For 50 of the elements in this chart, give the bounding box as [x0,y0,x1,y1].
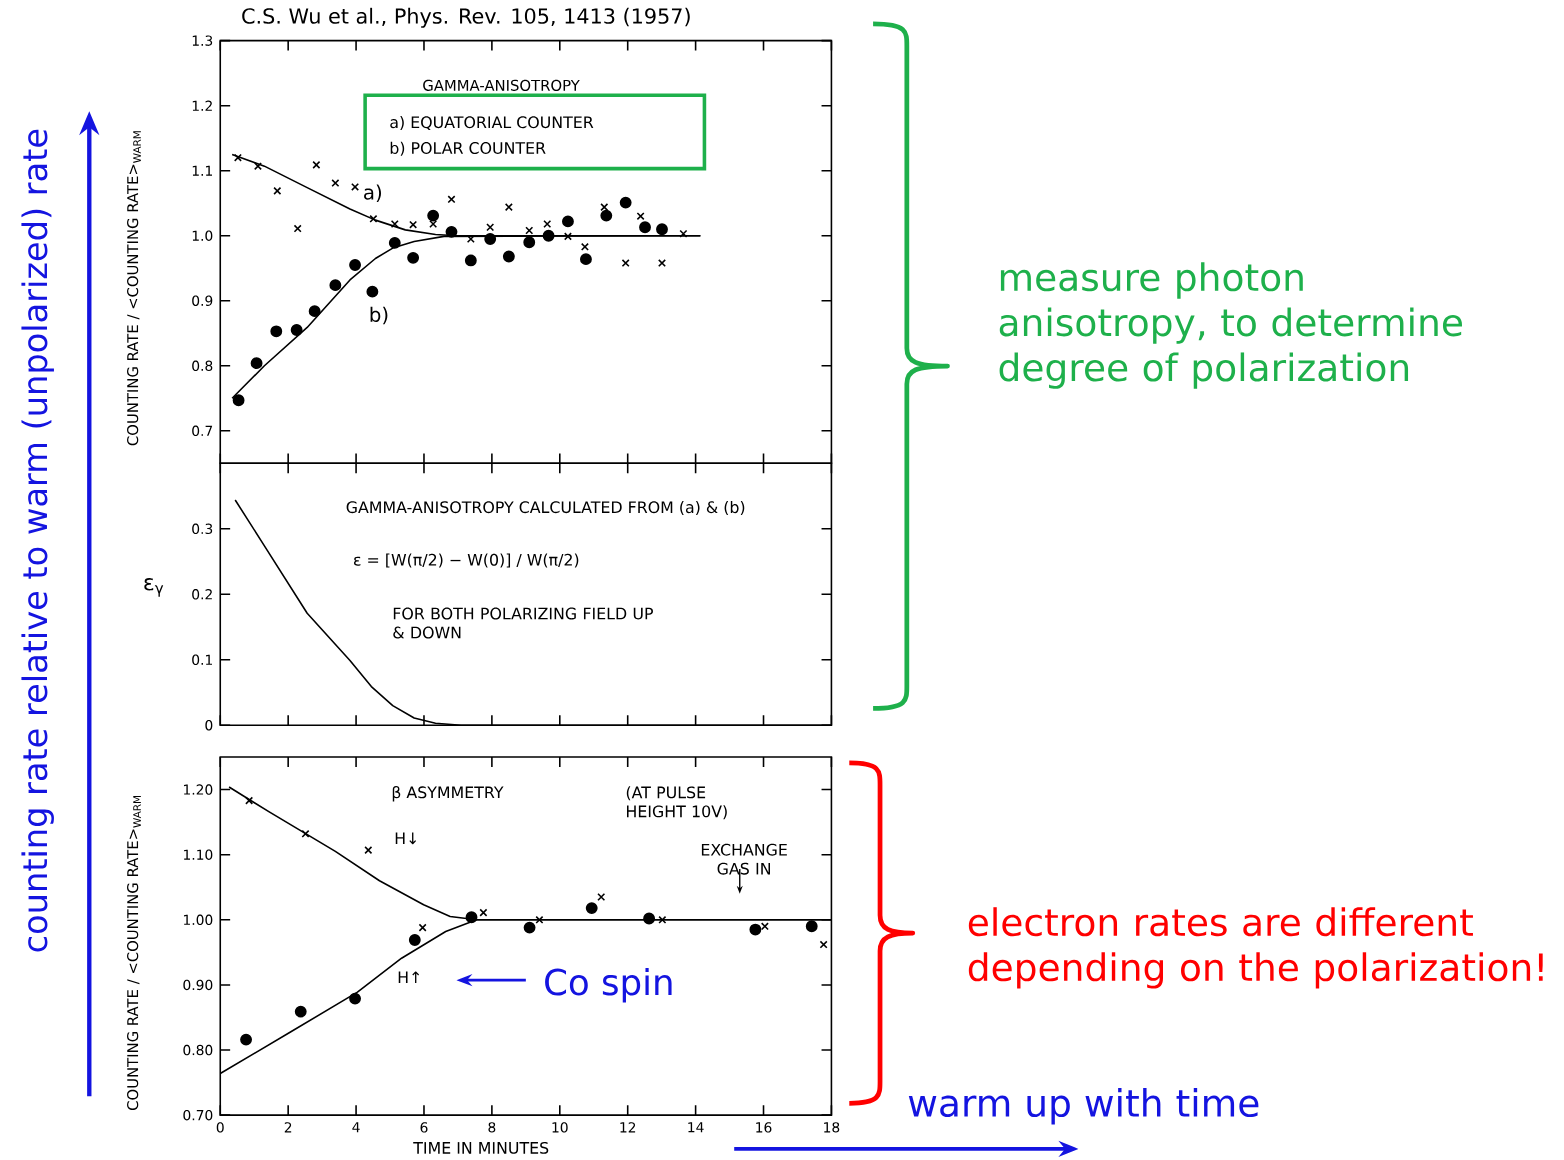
text: electron rates are different depending on the polarization! [968,906,1543,989]
x-tick-label: 2 [284,1121,292,1133]
y-tick-label: 0.2 [192,588,212,600]
y-tick-label: 1.0 [192,230,213,241]
y-tick-label: 1.2 [192,100,212,111]
annotation: a) EQUATORIAL COUNTER [390,115,594,130]
text: measure photon anisotropy, to determine degree of polarization [999,262,1462,389]
chart-title: C.S. Wu et al., Phys. Rev. 105, 1413 (1957) [242,7,690,28]
y-tick-label: 0.9 [192,295,213,306]
y-tick-label: 0 [205,719,213,731]
annotation: (AT PULSE HEIGHT 10V) [626,785,727,819]
annotation: GAMMA-ANISOTROPY [423,79,580,91]
text: warm up with time [908,1087,1259,1125]
y-tick-label: 0.90 [183,979,213,990]
y-axis-title: COUNTING RATE / <COUNTING RATE>$_{WARM}$ [127,795,141,1110]
x-tick-label: 0 [216,1121,224,1133]
annotation: FOR BOTH POLARIZING FIELD UP & DOWN [393,607,653,639]
y-tick-label: 0.7 [192,425,213,436]
y-axis-title: COUNTING RATE / <COUNTING RATE>$_{WARM}$ [127,131,141,446]
y-tick-label: 0.80 [183,1044,213,1056]
x-axis-title: TIME IN MINUTES [413,1141,549,1154]
y-tick-label: 1.20 [183,784,213,795]
series-label: a) [364,184,382,202]
x-tick-label: 12 [620,1121,636,1133]
x-tick-label: 8 [488,1121,496,1133]
annotation: Co spin [545,967,672,1003]
annotation: H↓ [395,832,417,844]
y-tick-label: 1.1 [192,165,212,176]
text: counting rate relative to warm (unpolarized) rate [21,129,54,952]
annotation: H↑ [398,971,420,983]
x-tick-label: 14 [688,1121,704,1132]
y-tick-label: 1.00 [183,914,213,925]
annotation: β ASYMMETRY [392,785,504,802]
y-tick-label: 0.3 [192,523,213,534]
x-tick-label: 10 [552,1121,568,1133]
x-tick-label: 4 [352,1121,360,1132]
annotation: b) POLAR COUNTER [390,141,546,156]
y-tick-label: 0.8 [192,360,213,371]
x-tick-label: 18 [824,1121,840,1133]
annotation: ε = [W(π/2) − W(0)] / W(π/2) [353,553,579,568]
y-axis-title: ε$_{γ}$ [144,577,164,597]
y-tick-label: 0.70 [183,1109,213,1121]
x-tick-label: 6 [420,1121,428,1133]
y-tick-label: 1.10 [183,849,213,860]
y-tick-label: 0.1 [192,654,212,665]
annotation: GAMMA-ANISOTROPY CALCULATED FROM (a) & (b) [346,500,745,515]
annotation: EXCHANGE GAS IN [701,843,787,875]
x-tick-label: 16 [756,1121,772,1133]
series-label: b) [370,306,388,325]
y-tick-label: 1.3 [192,35,213,46]
